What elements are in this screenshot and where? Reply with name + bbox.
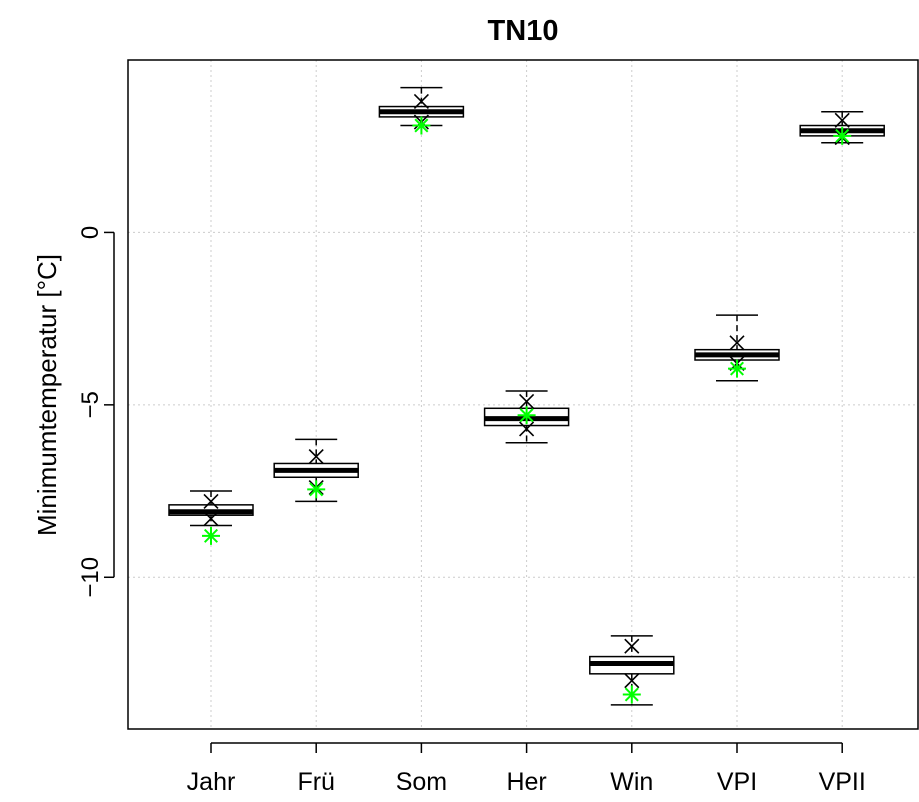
cross-marker-high [729, 335, 745, 351]
cross-stroke [519, 421, 535, 437]
cross-stroke [519, 393, 535, 409]
y-tick-label: 0 [77, 226, 104, 239]
star-marker [517, 406, 536, 425]
cross-stroke [308, 449, 324, 465]
star-marker [622, 685, 641, 704]
cross-marker-high [624, 638, 640, 654]
box-vpi [694, 314, 780, 382]
grid-lines [128, 60, 918, 729]
cross-stroke [729, 335, 745, 351]
box-series [168, 86, 885, 706]
star-stroke [309, 482, 324, 497]
star-stroke [729, 361, 745, 376]
y-tick-label: −5 [77, 391, 104, 418]
cross-marker-high [203, 493, 219, 509]
cross-marker-low [519, 421, 535, 437]
star-marker [307, 480, 326, 499]
plot-frame [127, 59, 919, 730]
box-win [589, 635, 675, 706]
chart-title: TN10 [488, 15, 559, 47]
cross-stroke [413, 93, 429, 109]
marker-series [202, 93, 852, 704]
cross-stroke [624, 673, 640, 689]
x-tick-label: Her [506, 768, 546, 796]
cross-stroke [203, 493, 219, 509]
star-marker [412, 116, 431, 135]
star-marker [833, 126, 852, 145]
star-stroke [835, 128, 850, 143]
x-tick-label: Win [610, 768, 653, 796]
y-axis: −10 −5 0 [77, 226, 115, 598]
box-frü [273, 438, 359, 503]
x-tick-label: Frü [297, 768, 335, 796]
x-tick-label: VPI [717, 768, 757, 796]
x-tick-label: VPII [819, 768, 866, 796]
star-marker [202, 526, 220, 545]
cross-marker-high [834, 112, 850, 128]
y-tick-label: −10 [77, 557, 104, 598]
star-stroke [624, 687, 639, 702]
cross-stroke [624, 638, 640, 654]
x-tick-label: Som [396, 768, 447, 796]
star-marker [728, 359, 746, 378]
cross-marker-high [308, 449, 324, 465]
cross-stroke [203, 511, 219, 527]
x-tick-label: Jahr [187, 768, 236, 796]
star-stroke [414, 118, 429, 133]
box-jahr [168, 490, 254, 527]
x-axis: Jahr Frü Som Her Win VPI VPII [187, 742, 866, 796]
y-axis-label: Minimumtemperatur [°C] [32, 254, 62, 536]
cross-marker-high [519, 393, 535, 409]
cross-marker-high [413, 93, 429, 109]
star-stroke [203, 528, 219, 543]
star-stroke [519, 408, 534, 423]
cross-marker-low [624, 673, 640, 689]
cross-marker-low [203, 511, 219, 527]
cross-stroke [834, 112, 850, 128]
